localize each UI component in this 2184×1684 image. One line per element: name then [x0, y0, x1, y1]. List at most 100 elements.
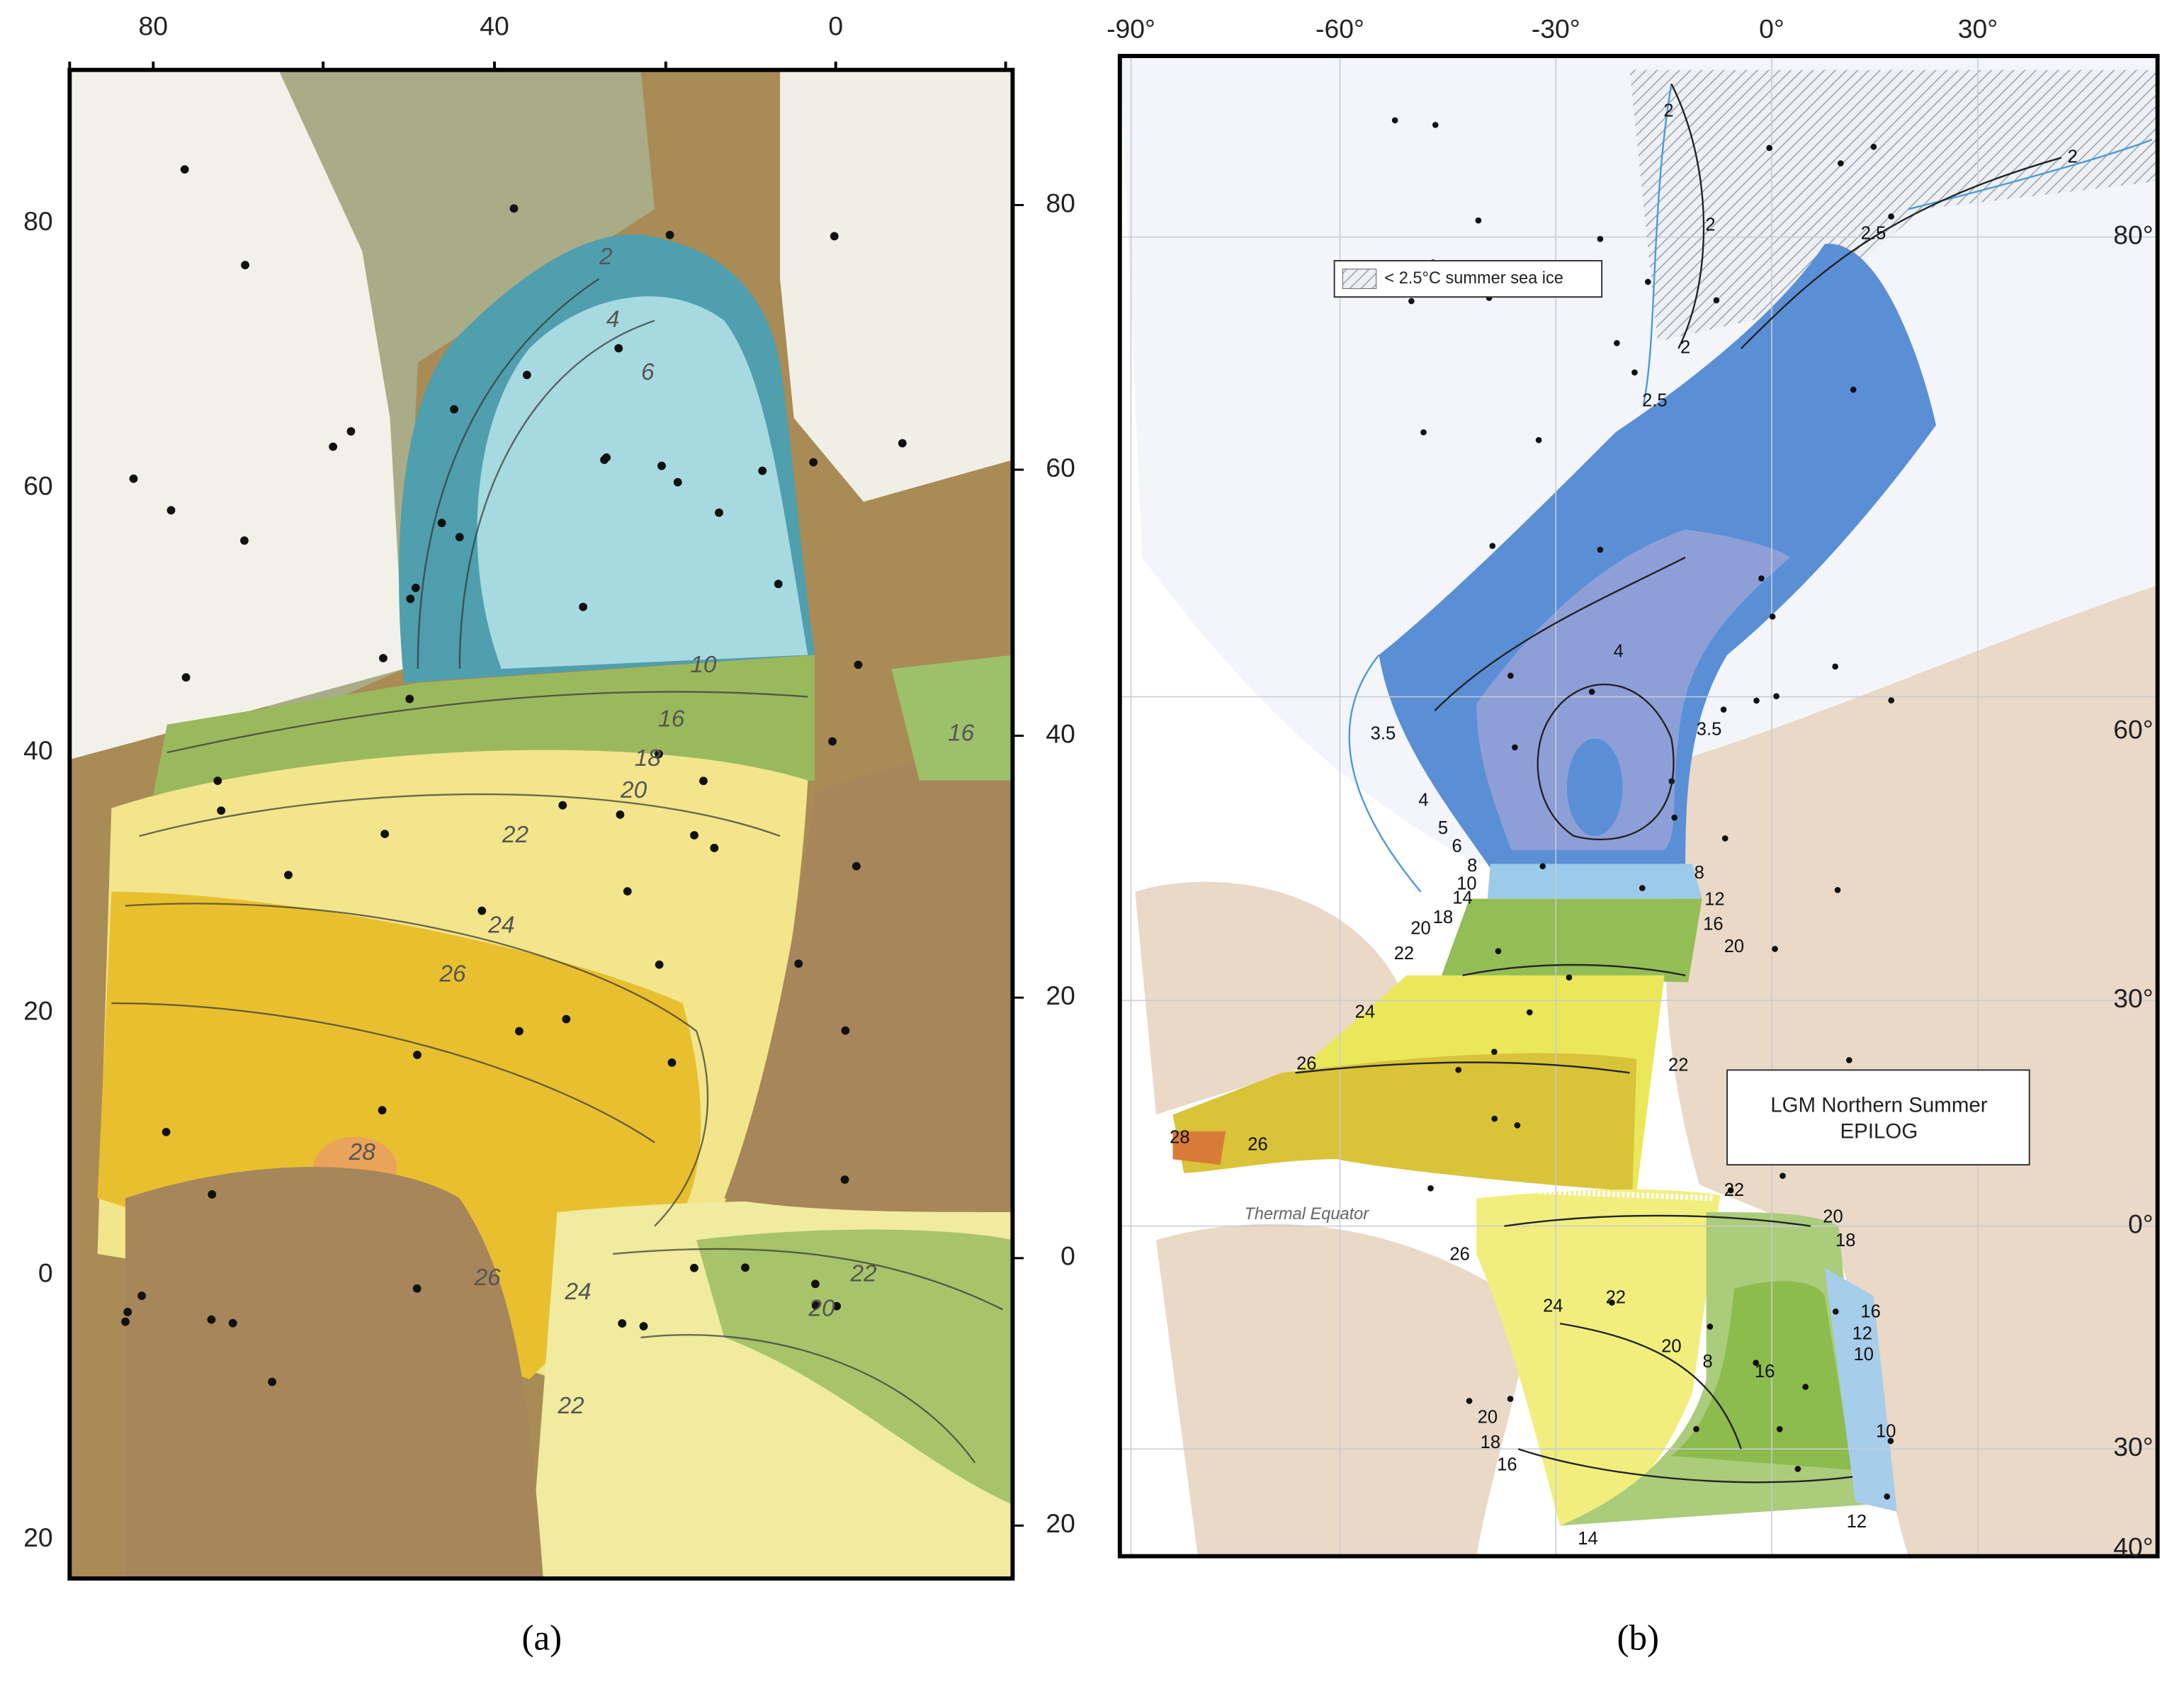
core-site — [618, 1319, 627, 1328]
right-tick-label: 60 — [1046, 453, 1075, 482]
isotherm — [640, 1334, 976, 1464]
contour-label: 24 — [487, 912, 514, 939]
isotherm — [166, 691, 808, 754]
core-site — [828, 737, 837, 746]
core-site — [1631, 369, 1638, 375]
core-site — [1491, 1115, 1498, 1122]
contour-label: 20 — [1724, 937, 1744, 956]
contour-label: 22 — [502, 822, 529, 848]
contour-label: 10 — [1456, 874, 1476, 894]
top-tick-label: -30° — [1532, 13, 1580, 43]
contour-label: 26 — [439, 961, 466, 988]
core-site — [1535, 436, 1542, 443]
core-site — [268, 1377, 277, 1386]
core-site — [455, 533, 464, 542]
core-site — [1794, 1466, 1801, 1472]
contour-label: 2 — [1663, 101, 1673, 120]
core-site — [1772, 946, 1778, 952]
core-site — [1432, 122, 1439, 128]
core-site — [137, 1292, 146, 1300]
contour-label: 16 — [658, 706, 685, 733]
right-tick-label: 0 — [1060, 1241, 1075, 1271]
core-site — [509, 204, 519, 213]
caption: (a) — [521, 1617, 562, 1658]
ice-sheet — [780, 69, 1013, 502]
contour-label: 20 — [620, 777, 647, 803]
isotherm — [417, 278, 600, 669]
zone-upwelling — [1824, 1267, 1897, 1512]
core-site — [830, 232, 839, 241]
right-tick-label: 20 — [1046, 981, 1075, 1010]
core-site — [794, 959, 803, 968]
core-site — [411, 583, 420, 592]
left-tick-label: 0 — [38, 1258, 53, 1287]
isotherm — [125, 903, 709, 1227]
contour-label: 18 — [1835, 1231, 1855, 1250]
core-site — [129, 474, 138, 483]
contour-label: 2 — [1680, 338, 1690, 358]
left-tick-label: 60 — [23, 470, 53, 500]
core-sites — [121, 165, 907, 1386]
core-site — [1597, 235, 1604, 242]
top-tick-label: 0° — [1759, 13, 1784, 43]
contour-label: 4 — [1614, 641, 1624, 661]
contour-label: 18 — [635, 745, 662, 772]
core-site — [1507, 672, 1514, 679]
core-site — [1834, 887, 1841, 893]
top-tick-label: 80 — [139, 11, 169, 41]
contour-label: 22 — [1394, 944, 1414, 964]
core-site — [1408, 298, 1415, 305]
top-tick-label: 30° — [1958, 13, 1998, 43]
core-site — [1671, 814, 1677, 821]
core-site — [217, 806, 226, 815]
core-site — [690, 1263, 698, 1272]
core-site — [1609, 1299, 1615, 1306]
core-site — [378, 1106, 387, 1115]
contour-label: 16 — [1703, 915, 1723, 934]
contour-label: 20 — [808, 1295, 835, 1321]
core-site — [208, 1190, 217, 1199]
core-site — [1887, 1437, 1894, 1445]
contour-label: 16 — [1860, 1301, 1880, 1321]
right-tick-label: 30° — [2113, 1432, 2153, 1462]
core-site — [1753, 697, 1760, 704]
contour-label: 18 — [1433, 908, 1453, 927]
top-tick-label: 0 — [828, 11, 843, 41]
core-site — [562, 1015, 571, 1024]
core-site — [579, 602, 588, 611]
contour-label: 18 — [1481, 1432, 1500, 1452]
core-site — [1888, 213, 1894, 220]
core-site — [1713, 297, 1720, 304]
map-subtitle: EPILOG — [1840, 1120, 1918, 1143]
right-tick-label: 40 — [1046, 718, 1075, 748]
core-site — [811, 1279, 820, 1289]
left-tick-label: 20 — [23, 1522, 53, 1552]
core-site — [710, 844, 719, 852]
core-site — [1512, 744, 1518, 751]
core-site — [699, 776, 708, 786]
core-site — [1566, 974, 1573, 981]
core-site — [1391, 117, 1398, 124]
core-site — [898, 439, 907, 448]
core-site — [1420, 429, 1427, 436]
core-site — [639, 1322, 648, 1330]
core-site — [1639, 885, 1646, 891]
core-site — [758, 466, 767, 475]
core-site — [228, 1318, 237, 1328]
contour-label: 4 — [606, 306, 620, 332]
isotherm — [1504, 1214, 1811, 1227]
zone-front — [1487, 864, 1702, 899]
contour-label: 26 — [1247, 1134, 1267, 1154]
core-site — [1491, 1049, 1498, 1056]
contour-label: 5 — [1438, 818, 1448, 838]
core-site — [852, 861, 861, 871]
core-site — [1802, 1384, 1809, 1390]
core-site — [1773, 693, 1780, 700]
contour-label: 14 — [1452, 888, 1472, 908]
contour-label: 26 — [1449, 1245, 1469, 1265]
core-site — [1455, 1066, 1462, 1073]
right-tick-label: 20 — [1046, 1508, 1075, 1538]
